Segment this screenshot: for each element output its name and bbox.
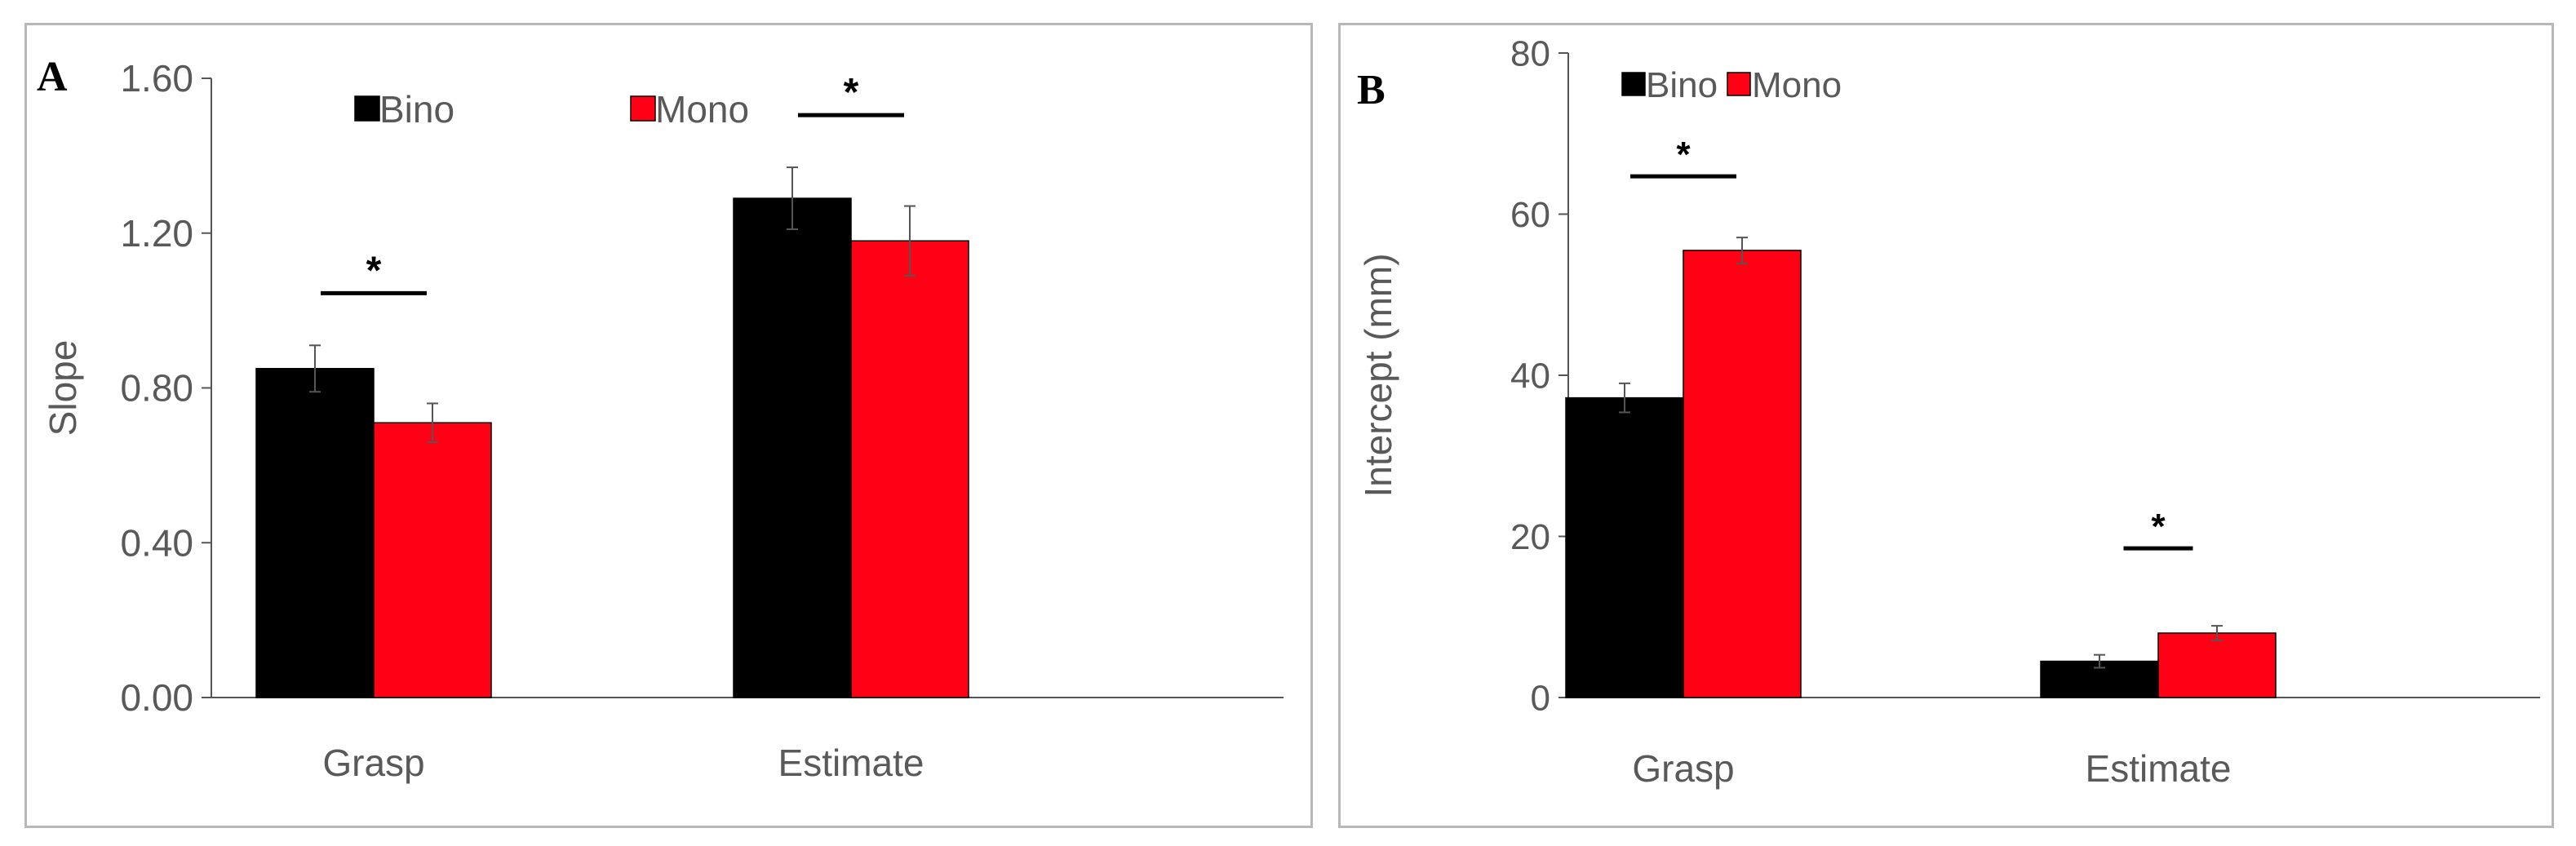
chart-a-legend-label-mono: Mono bbox=[655, 88, 749, 131]
chart-a-legend-swatch-bino bbox=[354, 95, 380, 122]
chart-a-ytick-label: 0.40 bbox=[120, 521, 193, 564]
chart-a-ytick-label: 1.20 bbox=[120, 212, 193, 255]
chart-b-legend-swatch-mono bbox=[1727, 72, 1751, 96]
chart-b-category-label: Grasp bbox=[1632, 747, 1734, 790]
chart-panel-b: B 0 20 40 60 80 Intercept (mm) Grasp * Estimate * B… bbox=[1338, 23, 2554, 828]
chart-a-bar-mono-estimate bbox=[850, 240, 969, 698]
chart-a-y-axis-label: Slope bbox=[42, 340, 84, 436]
chart-a-ytick-label: 0.80 bbox=[120, 367, 193, 410]
chart-b-bar-mono-grasp bbox=[1683, 250, 1802, 698]
chart-b-legend-swatch-bino bbox=[1621, 72, 1646, 96]
chart-a-svg: A 0.00 0.40 0.80 1.20 1.60 Slope Grasp * Estimate… bbox=[37, 54, 1284, 784]
chart-a-bar-bino-grasp bbox=[255, 368, 375, 698]
chart-b-ytick-label: 20 bbox=[1510, 517, 1550, 557]
chart-b-y-axis-label: Intercept (mm) bbox=[1357, 253, 1399, 497]
chart-a-legend-swatch-mono bbox=[630, 95, 656, 122]
chart-b-ytick-label: 60 bbox=[1510, 195, 1550, 235]
chart-b-bar-mono-estimate bbox=[2157, 632, 2277, 698]
chart-b-ytick-label: 0 bbox=[1531, 678, 1550, 718]
chart-b-significance-star-grasp: * bbox=[1676, 135, 1691, 175]
chart-b-ytick-label: 40 bbox=[1510, 356, 1550, 396]
chart-b-significance-star-estimate: * bbox=[2151, 507, 2166, 547]
chart-a-category-label: Estimate bbox=[778, 742, 924, 784]
chart-a-category-label: Grasp bbox=[322, 742, 424, 784]
chart-b-legend-label-mono: Mono bbox=[1752, 65, 1842, 105]
chart-a-significance-star-grasp: * bbox=[366, 249, 382, 292]
chart-a-bar-bino-estimate bbox=[733, 197, 852, 698]
chart-b-legend-label-bino: Bino bbox=[1646, 65, 1718, 105]
chart-a-ytick-label: 0.00 bbox=[120, 676, 193, 719]
chart-a-significance-star-estimate: * bbox=[844, 71, 859, 114]
chart-a-ytick-label: 1.60 bbox=[120, 57, 193, 100]
chart-a-bar-mono-grasp bbox=[373, 422, 492, 698]
chart-a-panel-label: A bbox=[37, 54, 68, 100]
chart-b-category-label: Estimate bbox=[2086, 747, 2232, 790]
chart-b-svg: B 0 20 40 60 80 Intercept (mm) Grasp * Estimate * B… bbox=[1357, 33, 2540, 790]
chart-a-legend-label-bino: Bino bbox=[379, 88, 454, 131]
chart-panel-a: A 0.00 0.40 0.80 1.20 1.60 Slope Grasp * Estimate… bbox=[24, 23, 1313, 828]
chart-b-bar-bino-grasp bbox=[1565, 396, 1684, 698]
chart-b-ytick-label: 80 bbox=[1510, 33, 1550, 73]
chart-b-panel-label: B bbox=[1357, 67, 1386, 113]
